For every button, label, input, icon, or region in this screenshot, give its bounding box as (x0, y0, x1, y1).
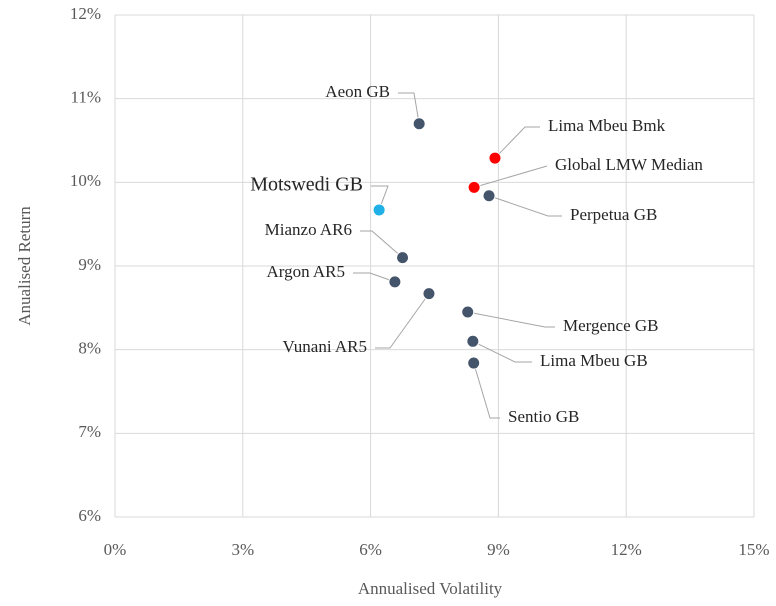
y-tick-label: 6% (78, 506, 101, 525)
x-tick-label: 12% (611, 540, 642, 559)
y-axis-title: Anualised Return (15, 206, 34, 326)
point-label: Motswedi GB (250, 174, 363, 196)
x-tick-label: 6% (359, 540, 382, 559)
point-label: Global LMW Median (555, 155, 703, 174)
point-label: Lima Mbeu Bmk (548, 116, 666, 135)
leader-line (488, 195, 562, 217)
y-tick-label: 7% (78, 422, 101, 441)
point (412, 117, 426, 131)
point (461, 305, 475, 319)
point (372, 203, 386, 217)
leader-line (467, 311, 555, 328)
point (488, 151, 502, 165)
leader-line (473, 165, 548, 188)
y-tick-label: 12% (70, 4, 101, 23)
x-tick-label: 3% (231, 540, 254, 559)
y-tick-label: 9% (78, 255, 101, 274)
leader-line (473, 362, 500, 419)
point-label: Mergence GB (563, 316, 659, 335)
x-tick-label: 9% (487, 540, 510, 559)
leader-line (375, 293, 430, 349)
point-label: Aeon GB (325, 82, 390, 101)
point (396, 251, 410, 265)
leader-line (398, 92, 420, 124)
leader-line (472, 340, 532, 363)
leader-line (494, 126, 540, 159)
point-label: Sentio GB (508, 407, 579, 426)
point (482, 189, 496, 203)
point-label: Lima Mbeu GB (540, 351, 648, 370)
x-tick-label: 15% (738, 540, 769, 559)
y-tick-label: 8% (78, 339, 101, 358)
y-tick-label: 10% (70, 171, 101, 190)
point (466, 334, 480, 348)
leader-line (371, 185, 389, 211)
y-tick-label: 11% (70, 88, 101, 107)
point (422, 287, 436, 301)
point-label: Perpetua GB (570, 205, 657, 224)
point (467, 180, 481, 194)
point-label: Mianzo AR6 (265, 220, 352, 239)
leader-line (353, 272, 396, 283)
x-axis-title: Annualised Volatility (358, 579, 503, 598)
leader-line (360, 230, 403, 259)
point (467, 356, 481, 370)
point-label: Vunani AR5 (283, 337, 367, 356)
point-label: Argon AR5 (266, 262, 345, 281)
point (388, 275, 402, 289)
x-tick-label: 0% (104, 540, 127, 559)
